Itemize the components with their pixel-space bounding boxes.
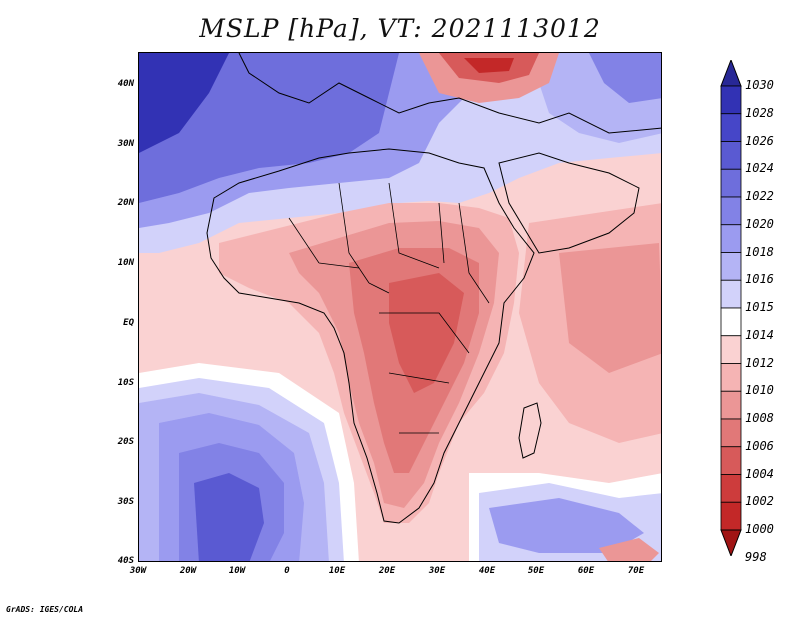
colorbar-swatch [720,446,742,475]
colorbar-level-label: 1024 [745,161,774,176]
south-atlantic-high-core [194,473,264,561]
lat-label: 40S [117,556,134,566]
colorbar-level-label: 1008 [745,411,774,425]
colorbar-swatch [720,85,742,115]
lat-label: 20N [117,198,134,208]
colorbar-swatch [720,141,742,170]
colorbar-swatch [720,418,742,448]
lon-label: 10W [228,566,246,576]
indian-ocean-low-inner [559,243,661,373]
lon-label: 0 [284,566,290,576]
black-sea-low-deep [464,58,514,73]
colorbar-swatch [720,168,742,198]
colorbar-level-label: 1014 [745,327,774,342]
colorbar-level-label: 1006 [745,438,774,453]
africa-low-core [389,273,464,393]
lon-label: 60E [577,566,595,576]
colorbar [720,60,742,556]
colorbar-level-label: 1000 [745,522,774,536]
northeast-high-core [589,53,661,103]
lon-label: 30W [129,566,147,576]
colorbar-bottom-arrow [720,529,742,556]
lon-label: 50E [527,566,545,576]
colorbar-swatch [720,196,742,226]
south-indian-low-patch [599,538,659,561]
lon-label: 20E [378,566,396,576]
lon-label: 70E [627,566,645,576]
colorbar-swatch [720,252,742,281]
colorbar-level-label: 1016 [745,272,774,287]
map-panel [138,52,662,562]
colorbar-level-label: 1030 [745,78,774,92]
south-indian-high-3 [489,498,644,553]
lat-label: 20S [117,437,134,447]
colorbar-level-label: 1028 [745,105,774,120]
colorbar-swatch [720,363,742,392]
lat-label: 10S [117,378,134,388]
colorbar-level-label: 1015 [745,300,774,314]
lon-label: 30E [428,566,446,576]
europe-outline [238,53,661,134]
colorbar-swatch [720,501,742,531]
map-title: MSLP [hPa], VT: 2021113012 [199,14,601,43]
arabia-outline [498,152,640,254]
colorbar-level-label: 1004 [745,466,774,481]
lat-label: 10N [117,258,134,268]
colorbar-level-label: 1022 [745,189,774,203]
lat-label: 30S [117,497,134,507]
colorbar-level-label: 1026 [745,133,774,148]
mslp-field [139,53,661,561]
lon-label: 40E [478,566,496,576]
lat-label: 40N [117,79,134,89]
colorbar-level-label: 998 [745,549,767,564]
colorbar-swatch [720,474,742,503]
africa-coastline [206,148,535,524]
country-borders [288,182,490,434]
colorbar-level-label: 1010 [745,383,774,398]
northern-high-core [139,53,229,153]
colorbar-swatch [720,279,742,309]
lat-label: 30N [117,139,134,149]
lon-label: 20W [179,566,197,576]
colorbar-level-label: 1018 [745,244,774,259]
colorbar-swatch [720,335,742,364]
colorbar-top-arrow [720,60,742,87]
grads-credit: GrADS: IGES/COLA [6,605,84,614]
colorbar-swatch [720,224,742,253]
colorbar-level-label: 1002 [745,494,774,509]
lon-label: 10E [328,566,346,576]
madagascar [518,402,542,459]
colorbar-swatch [720,390,742,420]
colorbar-swatch [720,307,742,337]
lat-label: EQ [123,318,134,328]
colorbar-swatch [720,113,742,142]
colorbar-level-label: 1020 [745,216,774,231]
colorbar-level-label: 1012 [745,355,774,370]
